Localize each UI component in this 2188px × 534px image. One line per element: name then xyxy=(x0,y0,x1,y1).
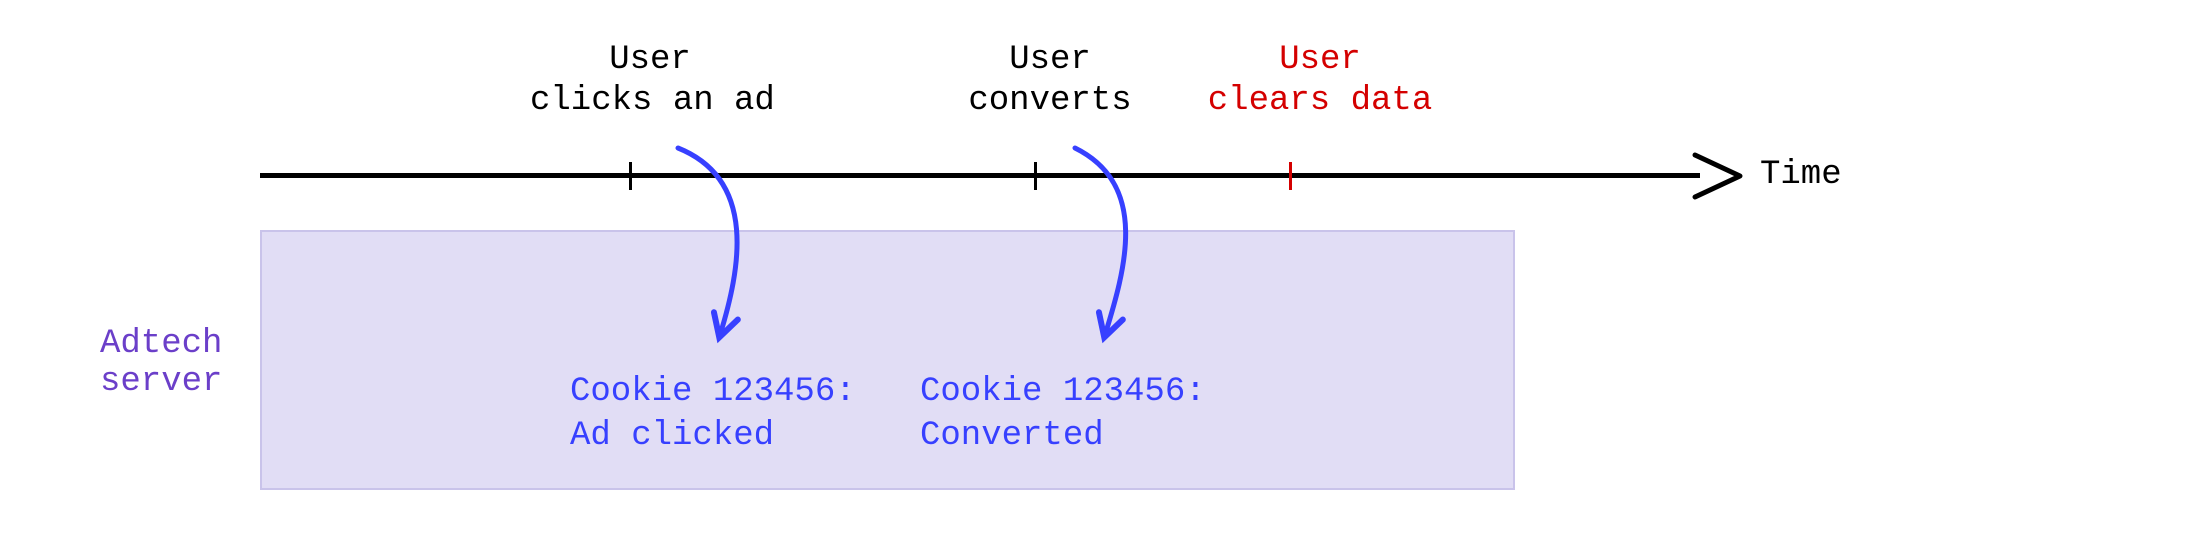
cookie-label-clicked: Cookie 123456: Ad clicked xyxy=(570,370,856,458)
cookie2-line1: Cookie 123456: xyxy=(920,373,1206,411)
timeline-diagram: Adtech server Time User clicks an ad Use… xyxy=(0,0,2188,534)
cookie2-line2: Converted xyxy=(920,417,1104,455)
cookie1-line2: Ad clicked xyxy=(570,417,774,455)
cookie-label-converted: Cookie 123456: Converted xyxy=(920,370,1206,458)
cookie1-line1: Cookie 123456: xyxy=(570,373,856,411)
